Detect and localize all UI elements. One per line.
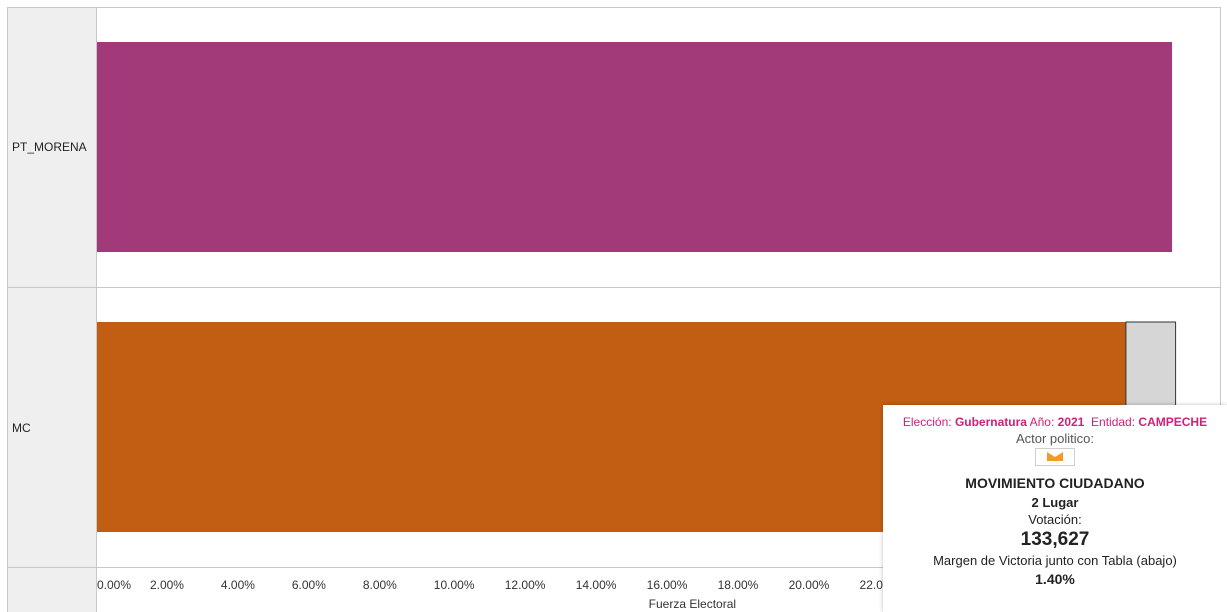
eleccion-label: Elección: (902, 415, 952, 429)
category-label-pt-morena: PT_MORENA (12, 140, 87, 154)
anio-label: Año: (1029, 415, 1055, 429)
entidad-value: CAMPECHE (1138, 415, 1208, 429)
x-tick-label: 16.00% (646, 578, 688, 592)
x-tick-label: 20.00% (788, 578, 830, 592)
entidad-label: Entidad: (1091, 415, 1136, 429)
place-rank: 2 Lugar (1031, 495, 1079, 510)
category-label-column (8, 8, 97, 612)
eleccion-value: Gubernatura (954, 415, 1027, 429)
x-tick-label: 2.00% (149, 578, 184, 592)
mc-envelope-icon (1035, 448, 1075, 466)
axis-divider (8, 567, 1220, 568)
x-tick-label: 14.00% (575, 578, 617, 592)
bar-pt-morena[interactable] (97, 42, 1173, 252)
row-divider (8, 287, 1220, 288)
category-label-mc: MC (12, 421, 31, 435)
votes-value: 133,627 (1020, 529, 1090, 550)
actor-label: Actor politico: (1015, 431, 1095, 446)
party-name: MOVIMIENTO CIUDADANO (965, 475, 1145, 491)
x-axis-title: Fuerza Electoral (648, 597, 737, 611)
margin-value: 1.40% (1035, 571, 1075, 587)
anio-value: 2021 (1057, 415, 1085, 429)
chart-frame (7, 7, 1221, 612)
x-tick-label: 4.00% (220, 578, 255, 592)
x-tick-label: 10.00% (433, 578, 475, 592)
margin-label: Margen de Victoria junto con Tabla (abaj… (933, 553, 1177, 568)
x-tick-label: 18.00% (717, 578, 759, 592)
hover-tooltip: Elección: Gubernatura Año: 2021 Entidad:… (883, 405, 1227, 612)
x-tick-label: 8.00% (362, 578, 397, 592)
votacion-label: Votación: (1028, 512, 1082, 527)
x-tick-label: 6.00% (291, 578, 326, 592)
x-tick-label: 0.00% (97, 578, 132, 592)
x-tick-label: 12.00% (504, 578, 546, 592)
tooltip-header: Elección: Gubernatura Año: 2021 Entidad:… (883, 415, 1227, 429)
